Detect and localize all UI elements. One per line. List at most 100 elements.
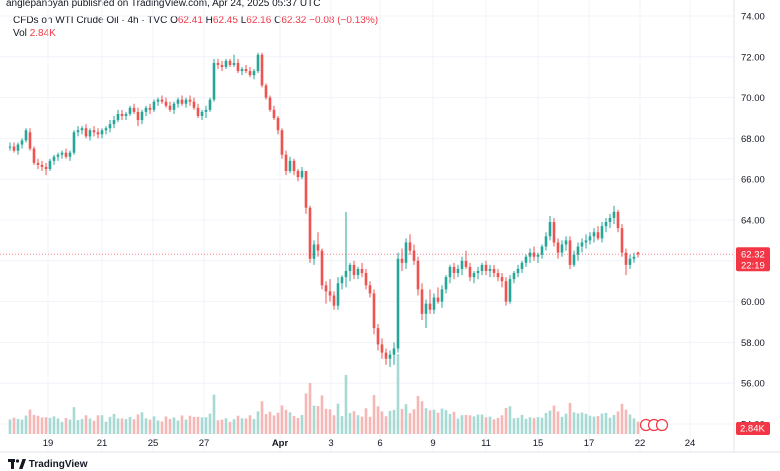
candle-body: [84, 128, 88, 137]
candle-body: [156, 99, 160, 102]
volume-bar: [320, 395, 324, 434]
volume-bar: [612, 414, 616, 434]
candle-body: [180, 99, 184, 104]
volume-bar: [264, 414, 268, 434]
candle-body: [260, 54, 264, 86]
candle-body: [348, 264, 352, 271]
volume-bar: [464, 414, 468, 434]
candle-body: [536, 254, 540, 257]
candle-body: [312, 244, 316, 259]
volume-bar: [428, 410, 432, 434]
volume-bar: [252, 419, 256, 434]
volume-bar: [324, 408, 328, 434]
volume-bar: [60, 421, 64, 434]
candle-body: [620, 228, 624, 253]
candle-body: [276, 118, 280, 131]
event-flag-icon: [655, 418, 669, 432]
volume-bar: [388, 410, 392, 434]
candle-body: [628, 258, 632, 265]
time-tick-label: 21: [97, 438, 108, 449]
volume-bar: [432, 409, 436, 434]
candle-body: [472, 273, 476, 278]
low-label: L: [240, 15, 247, 26]
candle-body: [400, 258, 404, 263]
open-value: 62.41: [177, 15, 203, 26]
candle-body: [568, 240, 572, 265]
volume-bar: [592, 416, 596, 434]
candle-body: [476, 271, 480, 274]
volume-bar: [180, 415, 184, 434]
candle-body: [576, 246, 580, 255]
symbol-name[interactable]: CFDs on WTI Crude Oil · 4h · TVC: [13, 15, 168, 26]
volume-bar: [480, 414, 484, 434]
chart-grid: [0, 0, 734, 452]
volume-bar: [120, 418, 124, 434]
candle-body: [232, 62, 236, 65]
candle-body: [124, 113, 128, 116]
candle-body: [220, 64, 224, 67]
volume-bar: [92, 420, 96, 434]
volume-bar: [64, 418, 68, 434]
candle-body: [212, 62, 216, 100]
volume-bar: [576, 413, 580, 434]
candle-body: [120, 113, 124, 116]
volume-bar: [300, 415, 304, 434]
candle-body: [540, 246, 544, 255]
price-tick-label: 70.00: [741, 93, 765, 104]
volume-bar: [140, 412, 144, 434]
volume-bar: [152, 416, 156, 434]
volume-bar: [376, 406, 380, 434]
volume-bar: [488, 416, 492, 434]
volume-bar: [384, 416, 388, 434]
candle-body: [216, 62, 220, 65]
candle-body: [72, 132, 76, 153]
candle-body: [600, 226, 604, 239]
candle-body: [580, 242, 584, 247]
candle-body: [592, 232, 596, 237]
volume-bar: [168, 418, 172, 434]
candle-body: [132, 107, 136, 112]
volume-bar: [292, 416, 296, 434]
volume-bar: [492, 419, 496, 434]
volume-bar: [400, 409, 404, 434]
candle-body: [116, 113, 120, 121]
volume-bar: [600, 413, 604, 434]
volume-bar: [528, 417, 532, 434]
volume-bar: [132, 419, 136, 434]
time-tick-label: 25: [148, 438, 159, 449]
volume-bar: [116, 418, 120, 434]
candle-body: [340, 277, 344, 284]
candle-body: [192, 101, 196, 108]
volume-bar: [212, 394, 216, 434]
candle-body: [268, 97, 272, 110]
volume-bar: [104, 421, 108, 434]
volume-bar: [352, 411, 356, 434]
symbol-legend: CFDs on WTI Crude Oil · 4h · TVC O62.41 …: [13, 14, 378, 40]
volume-bar: [536, 417, 540, 434]
volume-bar: [556, 411, 560, 434]
candle-body: [464, 260, 468, 267]
volume-bar: [20, 419, 24, 434]
volume-bar: [36, 415, 40, 434]
candle-body: [204, 109, 208, 112]
candle-body: [424, 303, 428, 314]
volume-bar: [540, 417, 544, 434]
volume-bar: [596, 416, 600, 434]
tradingview-logo-icon: [8, 459, 26, 470]
volume-bar: [76, 420, 80, 434]
candle-body: [12, 146, 16, 151]
candle-body: [208, 99, 212, 110]
candle-body: [32, 148, 36, 163]
volume-bar: [364, 408, 368, 434]
candle-body: [636, 252, 640, 255]
candle-body: [136, 111, 140, 121]
candle-body: [504, 281, 508, 302]
volume-bar: [548, 410, 552, 434]
candle-body: [452, 266, 456, 274]
volume-bar: [460, 415, 464, 434]
volume-bar: [340, 416, 344, 434]
volume-bar: [224, 418, 228, 434]
volume-bar: [84, 415, 88, 434]
volume-bar: [216, 420, 220, 434]
